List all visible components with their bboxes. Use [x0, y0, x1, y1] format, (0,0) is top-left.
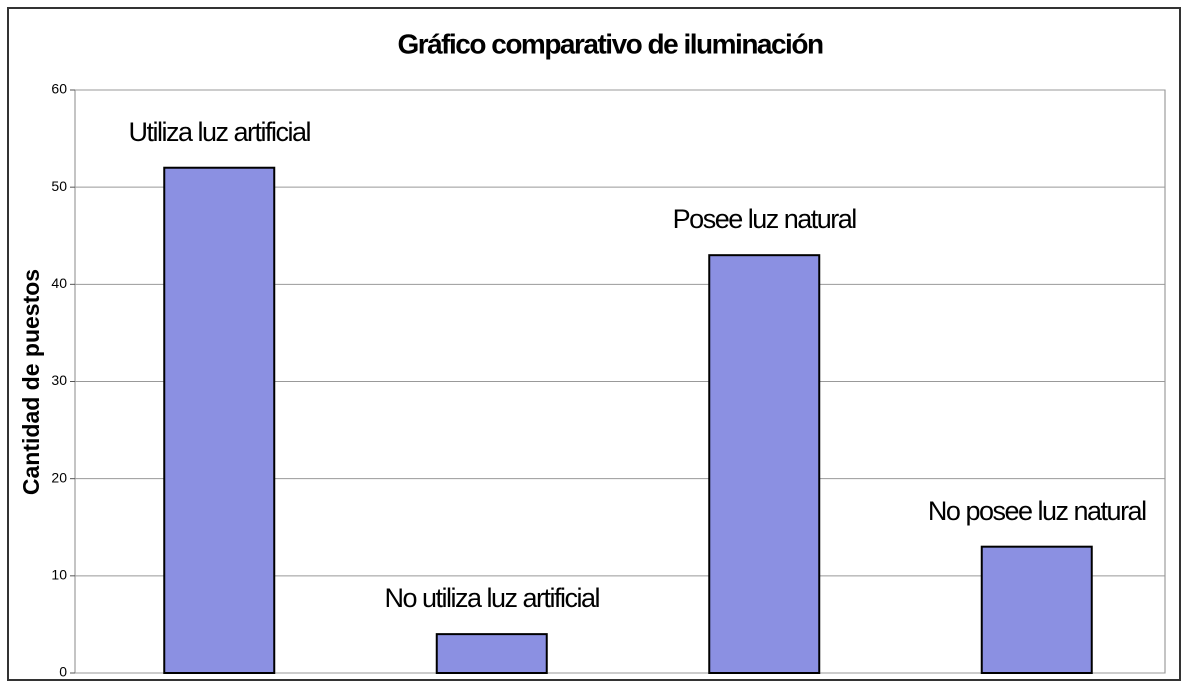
bar-label: No utiliza luz artificial — [384, 583, 600, 614]
bar — [980, 545, 1093, 675]
y-tick-label: 10 — [51, 567, 67, 583]
y-tick-label: 20 — [51, 469, 67, 485]
y-tick-label: 30 — [51, 372, 67, 388]
y-tick-label: 0 — [59, 664, 67, 680]
bar-label: No posee luz natural — [927, 495, 1147, 526]
bar — [163, 166, 276, 674]
y-tick-label: 60 — [51, 81, 67, 97]
y-tick-label: 40 — [51, 275, 67, 291]
bar-label: Utiliza luz artificial — [128, 116, 311, 147]
bar — [435, 633, 548, 675]
y-axis-label: Cantidad de puestos — [18, 269, 44, 495]
y-tick-label: 50 — [51, 178, 67, 194]
chart-title: Gráfico comparativo de iluminación — [397, 28, 823, 59]
bar — [708, 254, 821, 675]
bar-label: Posee luz natural — [672, 204, 858, 235]
